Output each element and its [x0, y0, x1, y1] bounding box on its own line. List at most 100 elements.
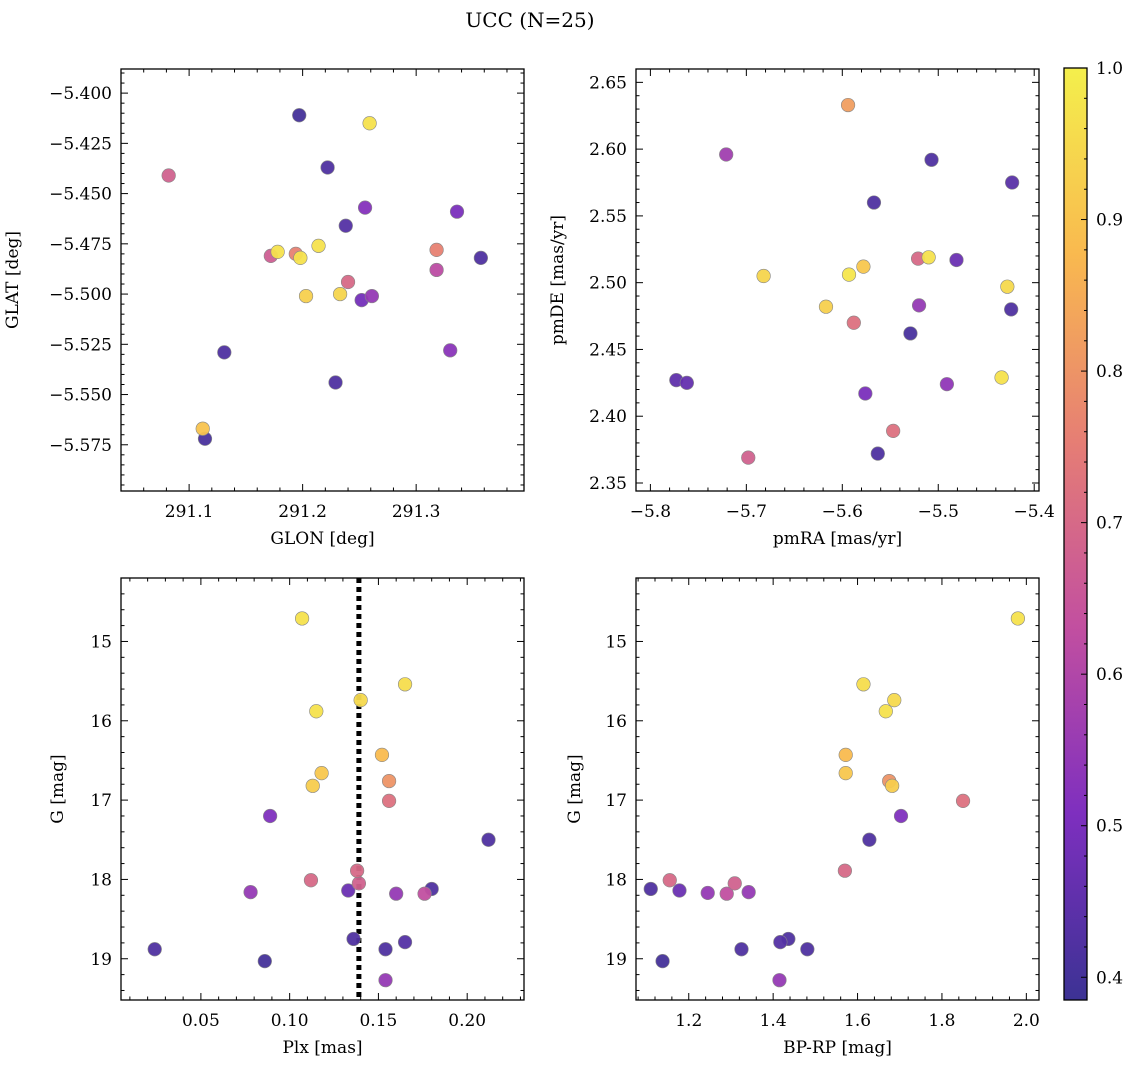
data-point [481, 832, 496, 847]
data-point [263, 808, 278, 824]
data-point [837, 863, 852, 878]
y-axis-label: pmDE [mas/yr] [548, 215, 568, 345]
data-point [741, 885, 756, 900]
data-point [374, 747, 390, 762]
data-point [800, 942, 815, 957]
data-point [270, 244, 285, 259]
y-tick-label: −5.425 [49, 134, 112, 154]
data-point [314, 766, 329, 781]
y-axis-label: G [mag] [565, 754, 585, 823]
y-tick-label: 16 [605, 712, 627, 732]
data-point [773, 934, 788, 950]
y-tick-label: 19 [90, 950, 112, 970]
x-tick-label: 0.20 [448, 1011, 486, 1031]
x-tick-label: −5.4 [1014, 502, 1055, 522]
data-point [662, 873, 677, 888]
data-point [397, 677, 413, 692]
data-point [949, 252, 964, 268]
y-tick-label: 2.40 [589, 407, 627, 427]
data-point [1000, 279, 1015, 294]
y-tick-label: 2.45 [589, 340, 627, 360]
x-tick-label: 291.1 [165, 502, 214, 522]
data-point [243, 885, 258, 900]
data-point [340, 274, 356, 290]
colorbar-tick-label: 0.6 [1096, 665, 1123, 685]
y-tick-label: −5.550 [49, 386, 112, 406]
y-axis-label: GLAT [deg] [3, 231, 23, 329]
y-tick-label: 19 [605, 950, 627, 970]
data-point [846, 315, 861, 330]
y-tick-label: 2.35 [589, 474, 627, 494]
data-point [1010, 611, 1026, 626]
data-point [305, 778, 320, 793]
x-tick-label: 0.05 [182, 1011, 220, 1031]
data-point [886, 423, 901, 439]
data-point [1004, 302, 1019, 317]
y-tick-label: 18 [90, 870, 112, 890]
data-point [320, 160, 335, 175]
data-point [294, 611, 310, 626]
data-point [1005, 175, 1020, 190]
data-point [862, 832, 877, 847]
y-tick-label: 15 [90, 632, 112, 652]
data-point [429, 242, 444, 257]
data-point [378, 942, 393, 957]
data-point [838, 747, 853, 762]
axes-frame [635, 577, 1040, 1001]
data-point [303, 873, 319, 888]
data-point [389, 886, 404, 901]
data-point [147, 942, 162, 957]
x-tick-label: −5.8 [630, 502, 671, 522]
x-tick-label: 2.0 [1013, 1011, 1040, 1031]
axes-frame [120, 577, 525, 1001]
x-tick-label: 0.10 [271, 1011, 309, 1031]
colorbar-tick-label: 0.5 [1096, 817, 1123, 837]
data-point [643, 881, 658, 897]
data-point [417, 886, 432, 901]
data-point [328, 375, 343, 390]
x-tick-label: 1.8 [928, 1011, 955, 1031]
colorbar-tick-label: 1.0 [1096, 59, 1123, 79]
x-tick-label: −5.6 [822, 502, 863, 522]
data-point [887, 693, 902, 708]
x-tick-label: −5.7 [726, 502, 767, 522]
x-tick-label: 1.6 [844, 1011, 871, 1031]
data-point [772, 973, 787, 988]
data-point [362, 116, 377, 131]
colorbar: 0.4 0.5 0.6 0.7 0.8 0.9 1.0 [1063, 59, 1123, 1001]
data-point [473, 250, 488, 265]
y-tick-label: 16 [90, 712, 112, 732]
x-axis-label: Plx [mas] [282, 1038, 362, 1058]
data-point [885, 778, 900, 793]
colorbar-tick-label: 0.8 [1096, 362, 1123, 382]
data-point [818, 299, 834, 314]
data-point [841, 267, 857, 282]
y-tick-label: 2.50 [589, 274, 627, 294]
x-tick-label: 1.2 [675, 1011, 702, 1031]
data-point [727, 876, 742, 891]
colorbar-tick-label: 0.4 [1096, 968, 1123, 988]
data-point [955, 793, 971, 808]
data-point [719, 886, 734, 901]
data-point [353, 693, 368, 708]
data-point [756, 268, 771, 284]
data-point [195, 421, 210, 436]
y-tick-label: −5.450 [49, 185, 112, 205]
data-point [351, 876, 366, 891]
data-point [878, 704, 893, 719]
data-point [309, 704, 324, 719]
data-point [994, 370, 1009, 385]
data-point [840, 97, 856, 113]
figure-title: UCC (N=25) [465, 8, 594, 32]
data-point [921, 250, 936, 265]
data-point [449, 204, 465, 219]
y-tick-label: −5.525 [49, 335, 112, 355]
data-point [257, 954, 272, 969]
data-point [161, 168, 176, 183]
data-point [866, 195, 882, 210]
subplot-4: 1.2 1.4 1.6 1.8 2.0 15 16 17 18 19 BP-RP [mag] G [m… [565, 577, 1040, 1058]
y-tick-label: −5.575 [49, 436, 112, 456]
y-tick-label: −5.500 [49, 285, 112, 305]
data-point [338, 218, 353, 233]
